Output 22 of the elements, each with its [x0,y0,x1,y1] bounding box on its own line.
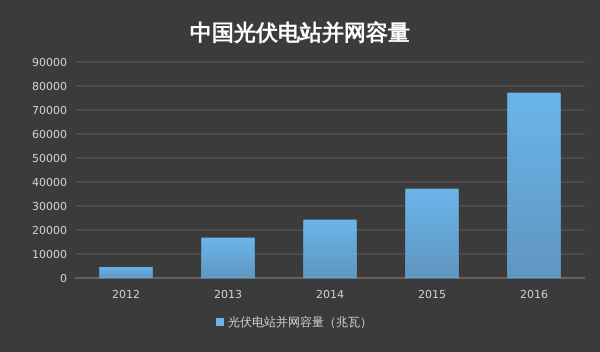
x-tick-label: 2015 [418,288,446,301]
bar [201,238,255,278]
bar [99,266,153,278]
y-tick-label: 50000 [32,152,67,165]
bar [507,92,561,278]
y-tick-label: 90000 [32,56,67,69]
y-tick-label: 60000 [32,128,67,141]
y-tick-label: 70000 [32,104,67,117]
y-tick-label: 20000 [32,224,67,237]
legend-label: 光伏电站并网容量（兆瓦） [228,315,372,329]
x-tick-label: 2016 [520,288,548,301]
y-tick-label: 30000 [32,200,67,213]
x-tick-label: 2014 [316,288,344,301]
chart-title: 中国光伏电站并网容量 [190,20,410,46]
y-tick-label: 40000 [32,176,67,189]
y-tick-label: 80000 [32,80,67,93]
x-tick-label: 2012 [112,288,140,301]
y-tick-label: 0 [60,272,67,285]
x-tick-label: 2013 [214,288,242,301]
bar [405,188,459,278]
y-tick-label: 10000 [32,248,67,261]
bar [303,220,357,278]
